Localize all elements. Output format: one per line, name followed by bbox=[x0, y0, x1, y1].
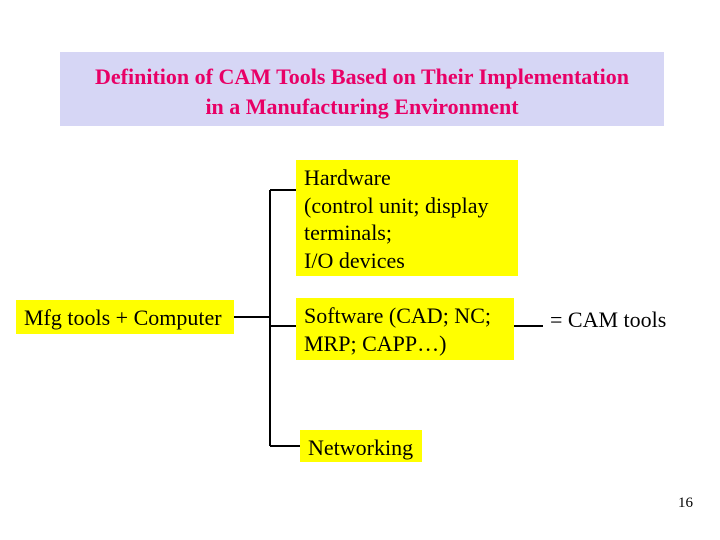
hardware-line3: terminals; bbox=[304, 220, 392, 245]
equals-cam-tools: = CAM tools bbox=[550, 306, 666, 334]
title-line2: in a Manufacturing Environment bbox=[205, 94, 518, 119]
hardware-line2: (control unit; display bbox=[304, 193, 489, 218]
page-number: 16 bbox=[678, 495, 693, 512]
title-box: Definition of CAM Tools Based on Their I… bbox=[60, 52, 664, 126]
equals-label: = CAM tools bbox=[550, 307, 666, 332]
node-networking: Networking bbox=[300, 430, 422, 462]
node-hardware: Hardware (control unit; display terminal… bbox=[296, 160, 518, 276]
networking-label: Networking bbox=[308, 435, 413, 460]
title-line1: Definition of CAM Tools Based on Their I… bbox=[95, 64, 629, 89]
page-number-text: 16 bbox=[678, 495, 693, 511]
software-line1: Software (CAD; NC; bbox=[304, 303, 491, 328]
node-mfg-tools-label: Mfg tools + Computer bbox=[24, 305, 222, 330]
hardware-line1: Hardware bbox=[304, 165, 391, 190]
software-line2: MRP; CAPP…) bbox=[304, 331, 446, 356]
hardware-line4: I/O devices bbox=[304, 248, 405, 273]
node-mfg-tools: Mfg tools + Computer bbox=[16, 300, 234, 334]
node-software: Software (CAD; NC; MRP; CAPP…) bbox=[296, 298, 514, 360]
